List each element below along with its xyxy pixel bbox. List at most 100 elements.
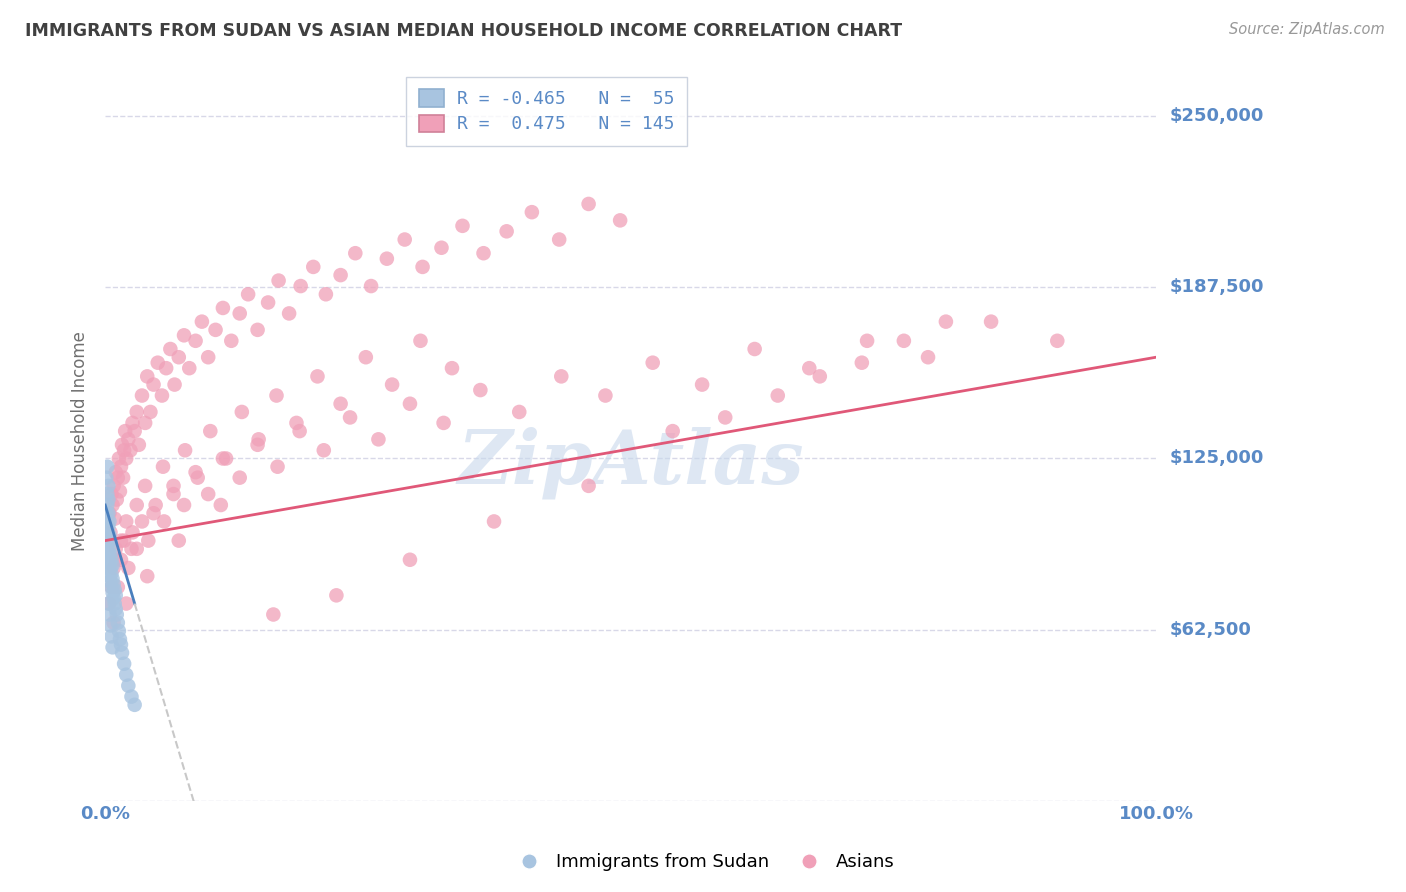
Point xyxy=(96,487,118,501)
Point xyxy=(285,416,308,430)
Point xyxy=(409,334,432,348)
Point xyxy=(228,306,250,320)
Point xyxy=(851,356,873,370)
Point xyxy=(980,315,1002,329)
Point xyxy=(96,541,118,556)
Point xyxy=(97,479,120,493)
Point xyxy=(121,541,143,556)
Point xyxy=(98,597,121,611)
Point xyxy=(96,520,118,534)
Point xyxy=(150,388,173,402)
Point xyxy=(100,618,122,632)
Point xyxy=(115,451,138,466)
Point xyxy=(856,334,879,348)
Point xyxy=(231,405,253,419)
Point xyxy=(482,515,505,529)
Point xyxy=(262,607,284,622)
Point xyxy=(155,361,177,376)
Text: IMMIGRANTS FROM SUDAN VS ASIAN MEDIAN HOUSEHOLD INCOME CORRELATION CHART: IMMIGRANTS FROM SUDAN VS ASIAN MEDIAN HO… xyxy=(25,22,903,40)
Point xyxy=(550,369,572,384)
Text: ZipAtlas: ZipAtlas xyxy=(457,426,804,500)
Point xyxy=(98,607,121,622)
Point xyxy=(329,397,352,411)
Point xyxy=(96,506,118,520)
Point xyxy=(115,597,138,611)
Point xyxy=(212,301,235,315)
Point xyxy=(142,506,165,520)
Point xyxy=(121,525,143,540)
Point xyxy=(153,515,176,529)
Point xyxy=(246,438,269,452)
Point xyxy=(108,484,131,499)
Point xyxy=(278,306,301,320)
Point xyxy=(142,377,165,392)
Point xyxy=(98,515,121,529)
Point xyxy=(111,646,134,660)
Point xyxy=(121,690,143,704)
Point xyxy=(578,479,600,493)
Point xyxy=(267,274,290,288)
Point xyxy=(100,580,122,594)
Point xyxy=(247,433,270,447)
Point xyxy=(174,443,197,458)
Point xyxy=(146,356,169,370)
Point xyxy=(212,451,235,466)
Text: $125,000: $125,000 xyxy=(1170,450,1264,467)
Point xyxy=(100,547,122,561)
Point xyxy=(307,369,329,384)
Point xyxy=(110,459,132,474)
Point xyxy=(101,572,124,586)
Point xyxy=(139,405,162,419)
Point xyxy=(152,459,174,474)
Point xyxy=(96,528,118,542)
Point xyxy=(101,585,124,599)
Point xyxy=(179,361,201,376)
Point xyxy=(117,561,139,575)
Point xyxy=(97,520,120,534)
Point xyxy=(302,260,325,274)
Point xyxy=(100,487,122,501)
Point xyxy=(440,361,463,376)
Point xyxy=(100,553,122,567)
Point xyxy=(744,342,766,356)
Point xyxy=(98,528,121,542)
Point xyxy=(100,580,122,594)
Point xyxy=(162,487,184,501)
Point xyxy=(125,405,148,419)
Point xyxy=(103,615,125,630)
Point xyxy=(315,287,337,301)
Point xyxy=(173,328,195,343)
Point xyxy=(167,533,190,548)
Point xyxy=(98,569,121,583)
Point xyxy=(808,369,831,384)
Point xyxy=(120,443,142,458)
Point xyxy=(266,459,288,474)
Point xyxy=(97,492,120,507)
Point xyxy=(595,388,617,402)
Point xyxy=(115,515,138,529)
Point xyxy=(117,679,139,693)
Point xyxy=(96,470,118,484)
Point xyxy=(121,416,143,430)
Point xyxy=(197,487,219,501)
Point xyxy=(115,667,138,681)
Point xyxy=(103,591,125,605)
Point xyxy=(228,470,250,484)
Point xyxy=(136,369,159,384)
Point xyxy=(114,424,136,438)
Point xyxy=(124,424,146,438)
Point xyxy=(134,479,156,493)
Point xyxy=(112,533,135,548)
Point xyxy=(661,424,683,438)
Point xyxy=(325,588,347,602)
Point xyxy=(399,553,422,567)
Point xyxy=(98,556,121,570)
Point xyxy=(367,433,389,447)
Point xyxy=(935,315,957,329)
Point xyxy=(131,515,153,529)
Point xyxy=(360,279,382,293)
Point xyxy=(97,561,120,575)
Point xyxy=(354,350,377,364)
Point xyxy=(578,197,600,211)
Point xyxy=(134,416,156,430)
